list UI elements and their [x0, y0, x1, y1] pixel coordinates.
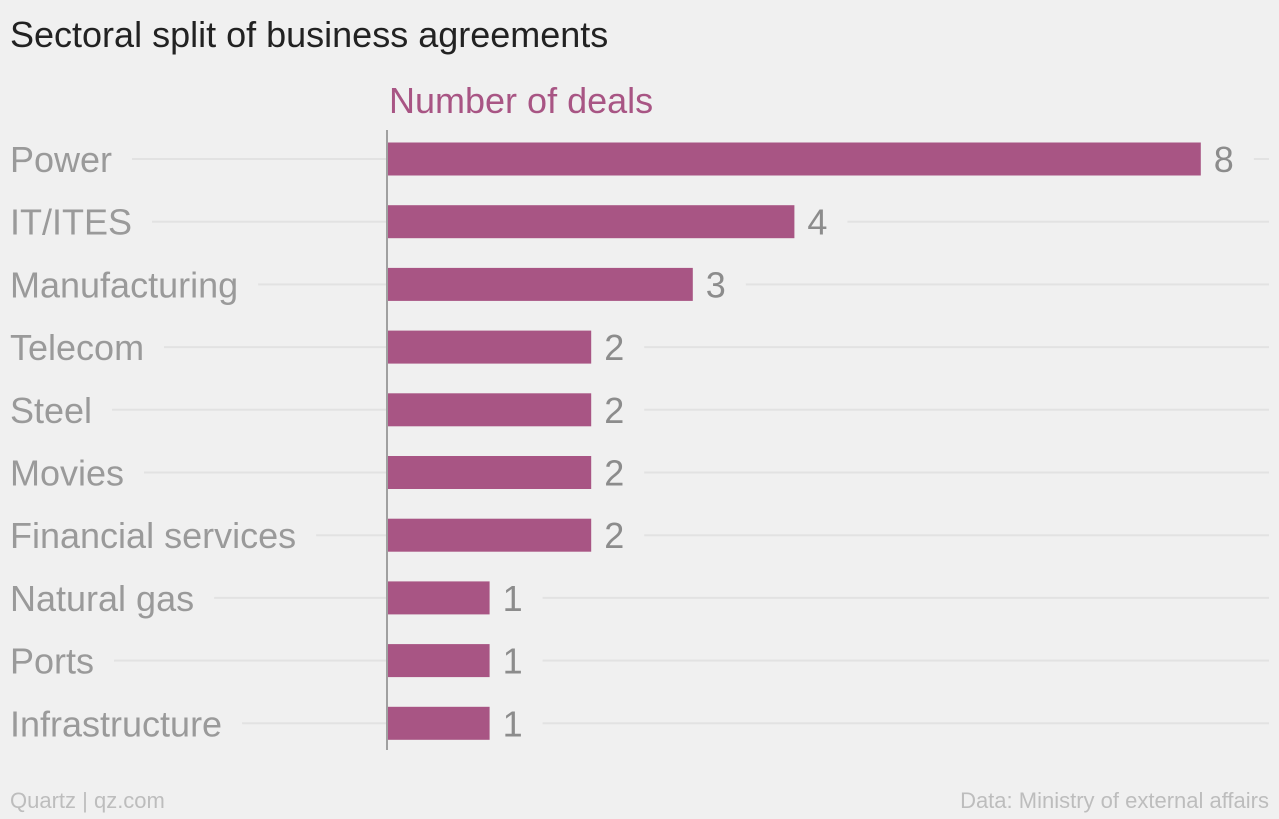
bar — [388, 142, 1201, 176]
bar — [388, 456, 592, 489]
category-label: Infrastructure — [10, 703, 222, 744]
bar — [388, 330, 592, 364]
bar — [388, 393, 592, 427]
category-label: Natural gas — [10, 578, 194, 619]
category-label: Manufacturing — [10, 264, 238, 305]
bar — [388, 706, 490, 740]
bar — [388, 267, 693, 301]
series-label: Number of deals — [389, 80, 653, 121]
chart-title: Sectoral split of business agreements — [10, 14, 609, 55]
value-label: 2 — [604, 327, 624, 368]
value-label: 8 — [1214, 139, 1234, 180]
value-label: 2 — [604, 390, 624, 431]
category-label: Power — [10, 139, 112, 180]
bar — [388, 644, 490, 678]
category-label: Steel — [10, 390, 92, 431]
category-label: Ports — [10, 641, 94, 682]
value-label: 1 — [503, 703, 523, 744]
category-label: Financial services — [10, 515, 296, 556]
value-label: 3 — [706, 264, 726, 305]
category-label: Movies — [10, 453, 124, 494]
value-label: 4 — [807, 202, 827, 243]
value-label: 1 — [503, 641, 523, 682]
credit-text: Quartz | qz.com — [10, 788, 165, 813]
source-text: Data: Ministry of external affairs — [960, 788, 1269, 813]
value-label: 2 — [604, 515, 624, 556]
value-label: 2 — [604, 453, 624, 494]
category-label: Telecom — [10, 327, 144, 368]
value-label: 1 — [503, 578, 523, 619]
category-label: IT/ITES — [10, 202, 132, 243]
bar — [388, 518, 592, 552]
bar — [388, 205, 795, 239]
bar — [388, 581, 490, 615]
